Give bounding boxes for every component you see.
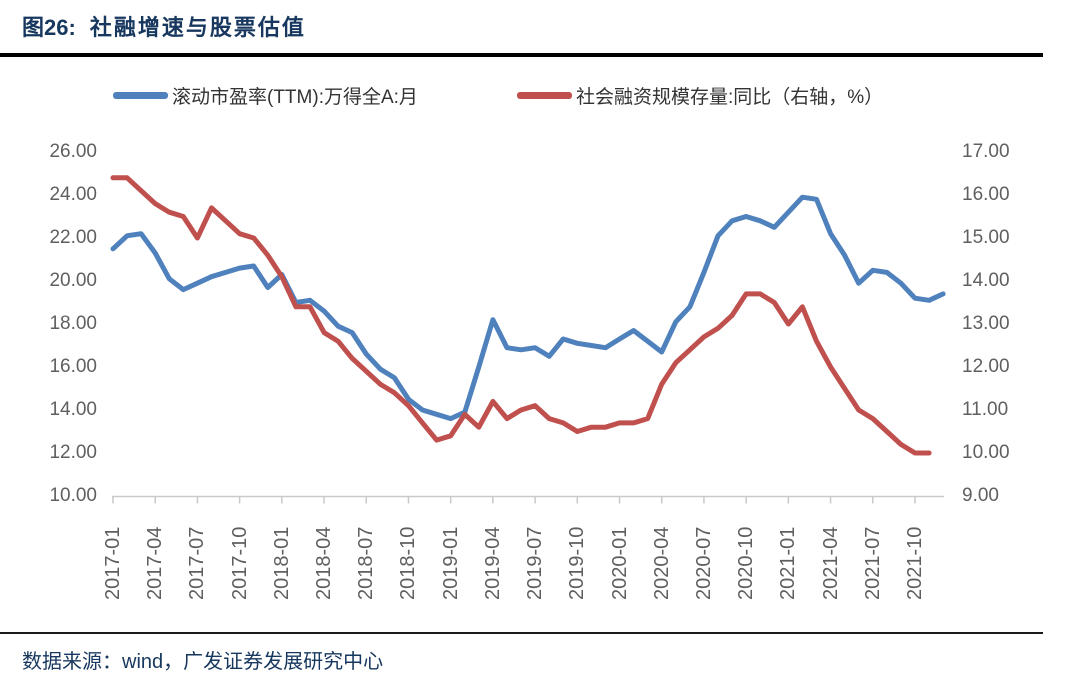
y-axis-left-tick-label: 22.00 (49, 227, 97, 248)
figure-label: 图26: (22, 15, 76, 40)
y-axis-right-tick-label: 14.00 (962, 270, 1010, 291)
legend-swatch-pe-line (113, 92, 168, 99)
y-axis-left-tick-label: 14.00 (49, 399, 97, 420)
legend-label-pe: 滚动市盈率(TTM):万得全A:月 (172, 87, 418, 108)
y-axis-left-tick-label: 12.00 (49, 442, 97, 463)
legend-label-tsf: 社会融资规模存量:同比（右轴，%） (576, 87, 884, 108)
y-axis-left-tick-label: 16.00 (49, 356, 97, 377)
title-divider (0, 53, 1043, 57)
y-axis-right-tick-label: 13.00 (962, 313, 1010, 334)
chart-title: 社融增速与股票估值 (89, 15, 306, 40)
y-axis-left-tick-label: 18.00 (49, 313, 97, 334)
y-axis-right-tick-label: 10.00 (962, 442, 1010, 463)
y-axis-right-tick-label: 17.00 (962, 141, 1010, 162)
y-axis-right-tick-label: 11.00 (962, 399, 1009, 420)
y-axis-left-tick-label: 26.00 (49, 141, 97, 162)
y-axis-right-tick-label: 9.00 (962, 485, 999, 506)
y-axis-right-tick-label: 12.00 (962, 356, 1010, 377)
data-source: 数据来源：wind，广发证券发展研究中心 (22, 651, 384, 673)
pe-ttm-line (110, 194, 946, 422)
y-axis-left-tick-label: 24.00 (49, 184, 97, 205)
chart-header: 图26: 社融增速与股票估值 (22, 10, 306, 42)
legend-swatch-tsf-line (517, 92, 572, 99)
footer-divider (0, 632, 1043, 634)
tsf-yoy-line (110, 175, 932, 456)
y-axis-right-tick-label: 16.00 (962, 184, 1010, 205)
y-axis-right-tick-label: 15.00 (962, 227, 1010, 248)
y-axis-left-tick-label: 10.00 (49, 485, 97, 506)
y-axis-left-tick-label: 20.00 (49, 270, 97, 291)
